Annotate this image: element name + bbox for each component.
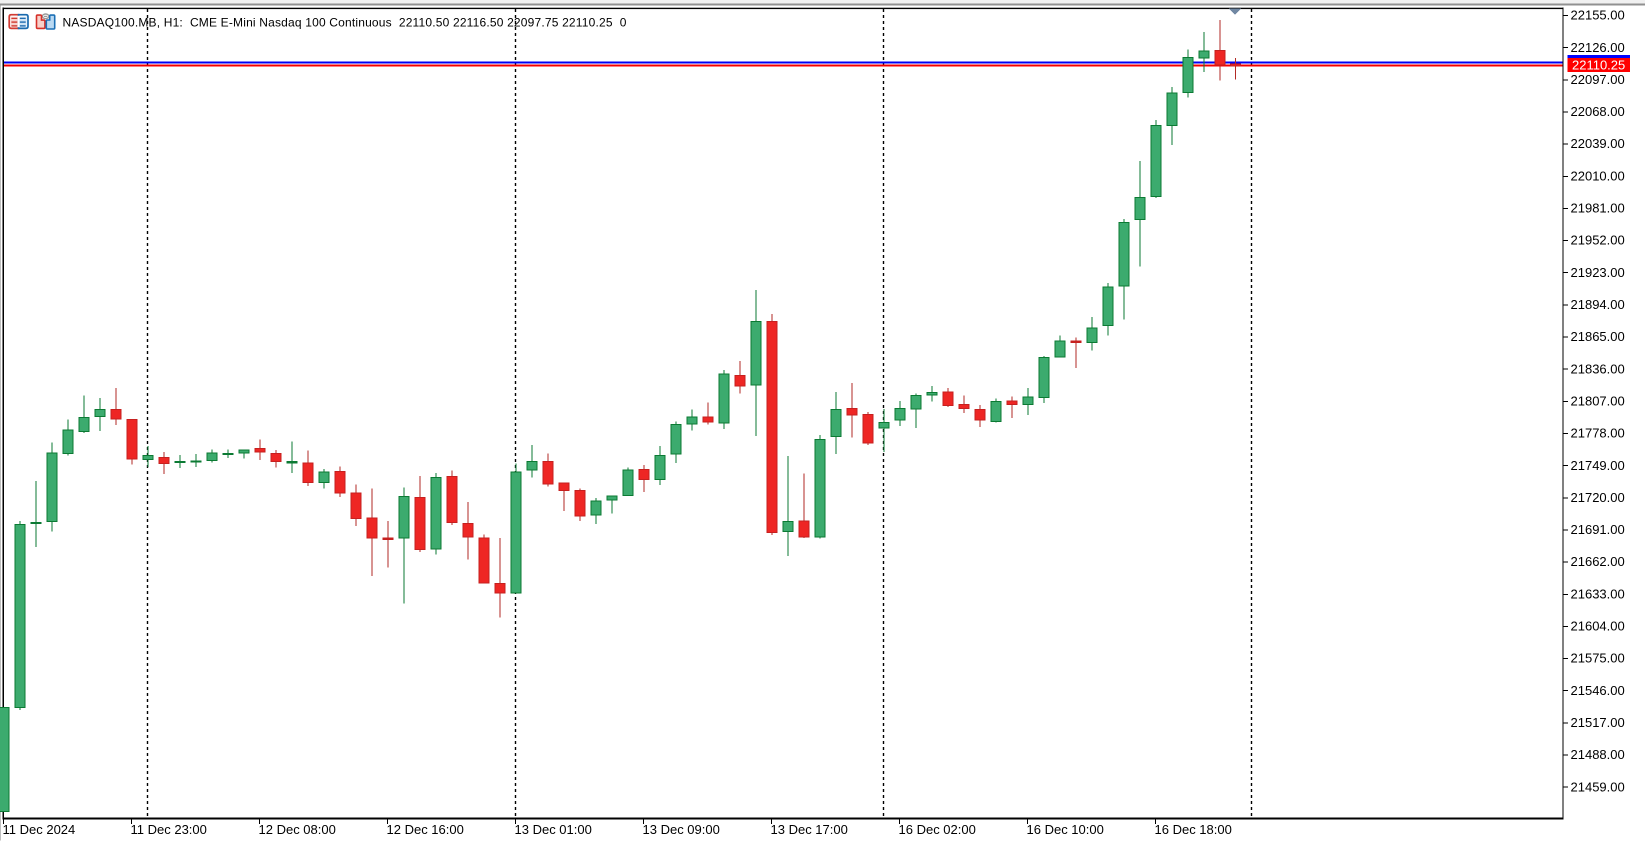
svg-text:22155.00: 22155.00 [1571, 8, 1625, 23]
svg-text:21807.00: 21807.00 [1571, 393, 1625, 408]
svg-text:21749.00: 21749.00 [1571, 458, 1625, 473]
svg-text:11 Dec 2024: 11 Dec 2024 [3, 822, 76, 837]
svg-text:21488.00: 21488.00 [1571, 747, 1625, 762]
svg-text:21459.00: 21459.00 [1571, 779, 1625, 794]
svg-text:16 Dec 02:00: 16 Dec 02:00 [899, 822, 976, 837]
svg-text:21517.00: 21517.00 [1571, 715, 1625, 730]
svg-text:12 Dec 16:00: 12 Dec 16:00 [387, 822, 464, 837]
svg-text:21865.00: 21865.00 [1571, 329, 1625, 344]
svg-text:NASDAQ100.MB, H1: CME E-Mini: NASDAQ100.MB, H1: CME E-Mini Nasdaq 100 … [63, 16, 627, 30]
svg-text:22110.25: 22110.25 [1572, 57, 1625, 72]
svg-text:21923.00: 21923.00 [1571, 265, 1625, 280]
svg-text:22039.00: 22039.00 [1571, 136, 1625, 151]
svg-text:16 Dec 10:00: 16 Dec 10:00 [1027, 822, 1104, 837]
svg-text:13 Dec 01:00: 13 Dec 01:00 [515, 822, 592, 837]
svg-text:22097.00: 22097.00 [1571, 72, 1625, 87]
svg-text:22010.00: 22010.00 [1571, 168, 1625, 183]
svg-text:21575.00: 21575.00 [1571, 651, 1625, 666]
svg-text:12 Dec 08:00: 12 Dec 08:00 [259, 822, 336, 837]
svg-text:21546.00: 21546.00 [1571, 683, 1625, 698]
svg-text:21836.00: 21836.00 [1571, 361, 1625, 376]
svg-text:21633.00: 21633.00 [1571, 586, 1625, 601]
svg-text:13 Dec 17:00: 13 Dec 17:00 [771, 822, 848, 837]
svg-text:21778.00: 21778.00 [1571, 426, 1625, 441]
svg-text:16 Dec 18:00: 16 Dec 18:00 [1155, 822, 1232, 837]
svg-text:13 Dec 09:00: 13 Dec 09:00 [643, 822, 720, 837]
svg-text:22068.00: 22068.00 [1571, 104, 1625, 119]
svg-text:21691.00: 21691.00 [1571, 522, 1625, 537]
svg-text:21720.00: 21720.00 [1571, 490, 1625, 505]
svg-text:21662.00: 21662.00 [1571, 554, 1625, 569]
svg-text:21981.00: 21981.00 [1571, 201, 1625, 216]
svg-text:21952.00: 21952.00 [1571, 233, 1625, 248]
svg-text:11 Dec 23:00: 11 Dec 23:00 [131, 822, 207, 837]
svg-text:21604.00: 21604.00 [1571, 619, 1625, 634]
svg-text:21894.00: 21894.00 [1571, 297, 1625, 312]
svg-text:22126.00: 22126.00 [1571, 40, 1625, 55]
